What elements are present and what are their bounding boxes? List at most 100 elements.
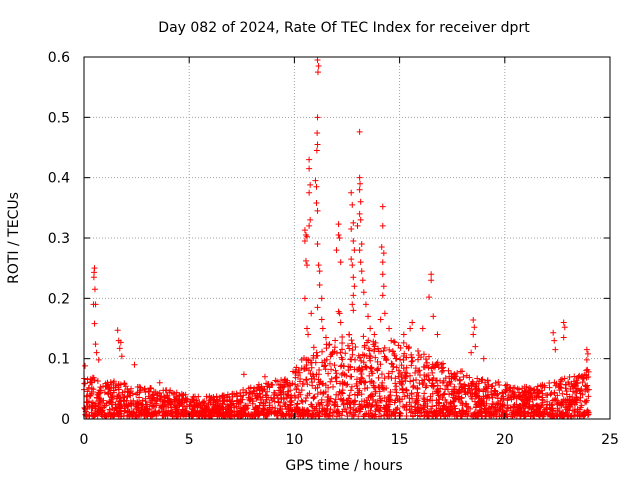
data-point: [304, 262, 311, 269]
data-point: [441, 390, 448, 397]
data-point: [303, 394, 310, 401]
data-point: [103, 413, 110, 420]
data-point: [357, 216, 364, 223]
data-point: [407, 378, 414, 385]
data-point: [286, 411, 293, 418]
data-point: [389, 361, 396, 368]
data-point: [135, 400, 142, 407]
data-point: [392, 375, 399, 382]
data-point: [162, 387, 169, 394]
data-point: [356, 210, 363, 217]
data-point: [388, 360, 395, 367]
data-point: [150, 402, 157, 409]
data-point: [236, 412, 243, 419]
data-point: [400, 403, 407, 410]
data-point: [326, 360, 333, 367]
data-point: [385, 370, 392, 377]
data-point: [372, 408, 379, 415]
data-point: [333, 247, 340, 254]
data-point: [568, 401, 575, 408]
data-point: [304, 413, 311, 420]
data-point: [358, 268, 365, 275]
data-point: [212, 403, 219, 410]
data-point: [533, 394, 540, 401]
data-point: [94, 412, 101, 419]
data-point: [365, 337, 372, 344]
data-point: [146, 389, 153, 396]
data-point: [379, 271, 386, 278]
data-point: [473, 385, 480, 392]
data-point: [117, 339, 124, 346]
data-point: [245, 385, 252, 392]
data-point: [301, 227, 308, 234]
data-point: [423, 382, 430, 389]
data-point: [439, 394, 446, 401]
data-point: [499, 390, 506, 397]
data-point: [372, 354, 379, 361]
data-point: [403, 413, 410, 420]
data-point: [314, 57, 321, 64]
data-point: [355, 352, 362, 359]
data-point: [315, 371, 322, 378]
data-point: [314, 207, 321, 214]
data-point: [517, 412, 524, 419]
data-point: [176, 402, 183, 409]
data-point: [167, 398, 174, 405]
data-point: [521, 413, 528, 420]
data-point: [563, 391, 570, 398]
data-point: [263, 380, 270, 387]
data-point: [395, 373, 402, 380]
data-point: [426, 294, 433, 301]
data-point: [316, 407, 323, 414]
data-point: [462, 385, 469, 392]
data-point: [530, 387, 537, 394]
data-point: [409, 413, 416, 420]
data-point: [573, 399, 580, 406]
data-point: [334, 403, 341, 410]
data-point: [370, 341, 377, 348]
data-point: [229, 393, 236, 400]
data-point: [348, 189, 355, 196]
data-point: [97, 384, 104, 391]
data-point: [331, 401, 338, 408]
data-point: [234, 397, 241, 404]
data-point: [249, 398, 256, 405]
data-point: [115, 391, 122, 398]
data-point: [333, 378, 340, 385]
data-point: [357, 198, 364, 205]
data-point: [390, 363, 397, 370]
data-point: [579, 379, 586, 386]
data-point: [459, 368, 466, 375]
data-point: [240, 392, 247, 399]
data-point: [304, 325, 311, 332]
data-point: [521, 400, 528, 407]
data-point: [307, 370, 314, 377]
data-point: [98, 387, 105, 394]
data-point: [141, 386, 148, 393]
data-point: [403, 364, 410, 371]
data-point: [195, 402, 202, 409]
data-point: [249, 390, 256, 397]
data-point: [331, 402, 338, 409]
data-point: [379, 385, 386, 392]
data-point: [505, 395, 512, 402]
data-point: [312, 177, 319, 184]
data-point: [190, 393, 197, 400]
data-point: [469, 395, 476, 402]
data-point: [131, 361, 138, 368]
data-point: [560, 319, 567, 326]
data-point: [348, 256, 355, 263]
data-point: [331, 408, 338, 415]
data-point: [315, 63, 322, 70]
data-point: [513, 395, 520, 402]
data-point: [299, 398, 306, 405]
data-point: [551, 389, 558, 396]
data-point: [484, 377, 491, 384]
data-point: [441, 413, 448, 420]
data-point: [161, 394, 168, 401]
data-point: [368, 403, 375, 410]
data-point: [444, 382, 451, 389]
data-point: [359, 375, 366, 382]
data-point: [511, 411, 518, 418]
data-point: [313, 200, 320, 207]
